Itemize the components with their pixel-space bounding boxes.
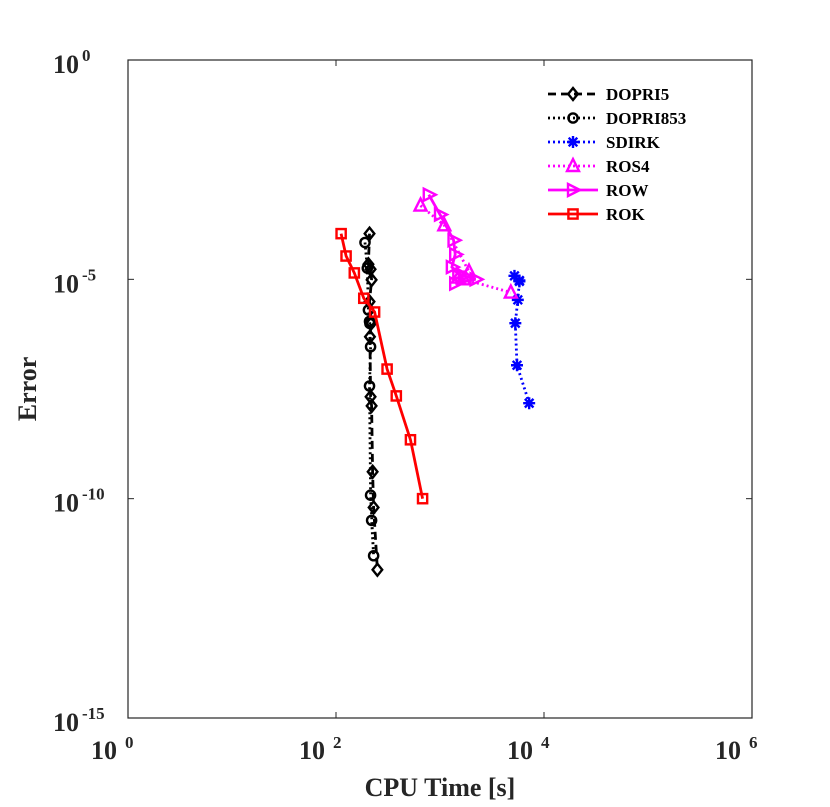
legend-label: DOPRI5 [606, 85, 669, 104]
data-point [508, 269, 521, 282]
data-point [448, 275, 465, 292]
data-point [447, 232, 464, 249]
legend-entry: ROK [548, 205, 646, 224]
data-point [359, 236, 371, 249]
data-point [412, 195, 429, 212]
data-point [523, 397, 536, 410]
data-point [371, 561, 384, 578]
data-point [436, 215, 453, 232]
x-tick-label: 10 [91, 736, 117, 765]
legend-label: ROS4 [606, 157, 650, 176]
legend-swatch-marker [566, 86, 580, 102]
data-point [404, 433, 417, 446]
series-sdirk [508, 269, 536, 410]
x-tick-label: 10 [299, 736, 325, 765]
legend-entry: DOPRI853 [548, 109, 686, 128]
legend-swatch-marker [567, 136, 579, 148]
legend-entry: DOPRI5 [548, 85, 669, 104]
data-point [362, 256, 375, 273]
legend-label: DOPRI853 [606, 109, 686, 128]
plot-area [127, 59, 753, 719]
x-tick-label: 10 [715, 736, 741, 765]
legend-entry: ROS4 [548, 156, 650, 176]
legend: DOPRI5 DOPRI853 SDIRK ROS4 ROW ROK [548, 85, 686, 224]
y-tick-label: 10 [53, 269, 79, 298]
x-tick-exponent: 2 [333, 733, 342, 752]
x-tick-exponent: 6 [749, 733, 758, 752]
y-tick-label: 10 [53, 489, 79, 518]
data-point [367, 499, 380, 516]
data-point [363, 380, 376, 392]
series-layer [335, 186, 536, 578]
legend-label: ROK [606, 205, 646, 224]
series-line [363, 242, 375, 556]
data-point [390, 390, 403, 402]
data-point [340, 250, 352, 262]
data-point [509, 317, 522, 330]
legend-swatch-marker [566, 182, 583, 198]
data-point [368, 306, 381, 318]
data-point [335, 227, 347, 240]
y-axis-label: Error [13, 357, 42, 422]
data-point [457, 267, 474, 284]
data-point [366, 463, 379, 480]
y-tick-exponent: -10 [82, 485, 105, 504]
data-point [433, 206, 450, 223]
data-point [361, 262, 374, 274]
data-point [367, 549, 380, 562]
legend-label: SDIRK [606, 133, 661, 152]
legend-label: ROW [606, 181, 649, 200]
x-axis-label: CPU Time [s] [365, 773, 516, 802]
data-point [469, 271, 486, 288]
series-row [422, 186, 486, 292]
data-point [357, 292, 370, 305]
data-point [510, 359, 523, 372]
data-point [416, 492, 429, 505]
y-tick-exponent: -15 [82, 704, 105, 723]
series-rok [335, 227, 429, 505]
data-point [364, 489, 377, 501]
legend-entry: ROW [548, 181, 649, 200]
x-tick-label: 10 [507, 736, 533, 765]
x-tick-exponent: 0 [125, 733, 134, 752]
data-point [348, 267, 361, 279]
x-tick-exponent: 4 [541, 733, 550, 752]
data-point [364, 340, 377, 353]
data-point [502, 282, 519, 299]
data-point [365, 514, 378, 527]
series-line [419, 204, 512, 294]
y-tick-label: 10 [53, 708, 79, 737]
data-point [364, 317, 376, 330]
legend-swatch-marker [567, 208, 579, 220]
legend-swatch-marker [567, 112, 579, 124]
y-tick-exponent: -5 [82, 265, 96, 284]
data-point [422, 186, 439, 203]
data-point [511, 293, 524, 306]
y-tick-exponent: 0 [82, 46, 91, 65]
data-point [448, 246, 465, 263]
legend-entry: SDIRK [548, 133, 661, 152]
data-point [513, 275, 526, 288]
y-tick-label: 10 [53, 50, 79, 79]
tick-marks [127, 59, 753, 719]
data-point [381, 363, 393, 375]
legend-swatch-marker [565, 156, 581, 173]
